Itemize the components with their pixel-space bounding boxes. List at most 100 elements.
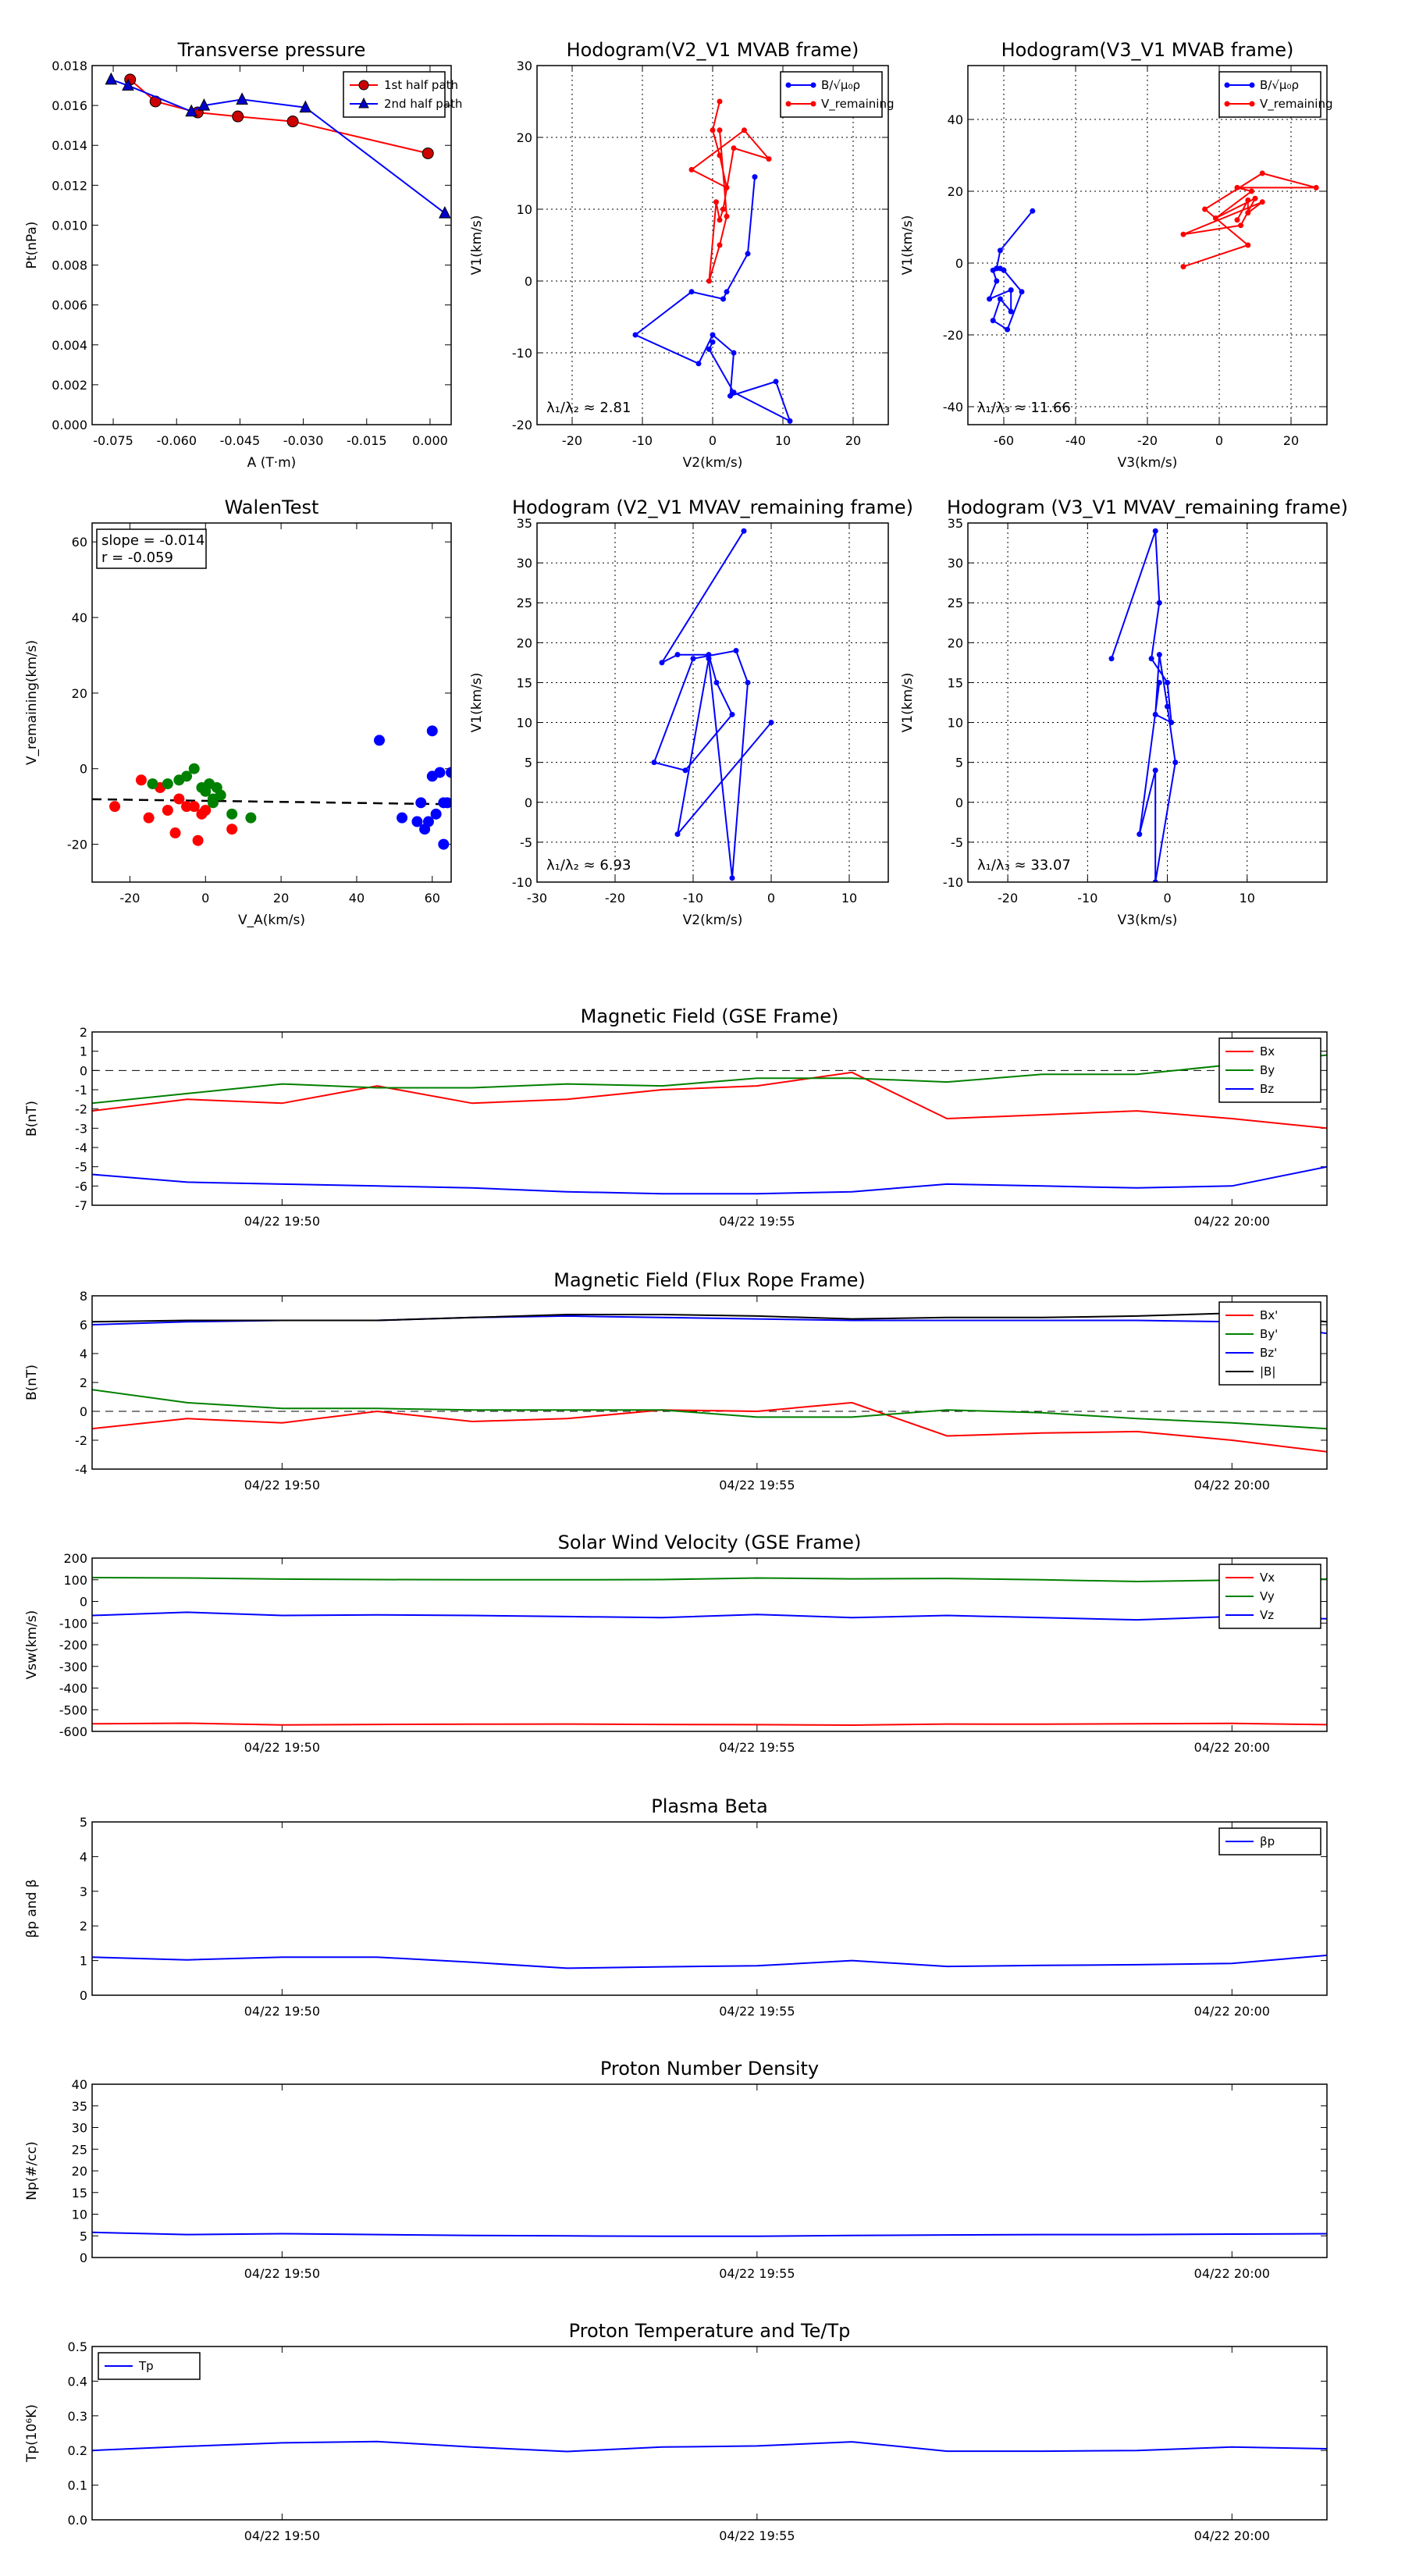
x-tick-label: 04/22 19:50 <box>244 2528 320 2543</box>
data-point <box>1019 289 1025 295</box>
y-tick-label: -4 <box>75 1140 87 1155</box>
y-tick-label: 3 <box>80 1884 87 1899</box>
x-tick-label: 04/22 19:55 <box>719 2004 795 2019</box>
x-tick-label: 10 <box>841 891 857 906</box>
data-point <box>188 763 200 774</box>
x-tick-label: -30 <box>527 891 547 906</box>
data-point <box>1156 600 1162 606</box>
y-tick-label: 0.3 <box>68 2409 87 2424</box>
y-tick-label: -2 <box>75 1433 87 1448</box>
y-tick-label: 30 <box>517 556 532 571</box>
data-point <box>1259 170 1265 176</box>
y-tick-label: 0.5 <box>68 2339 87 2354</box>
data-point <box>752 174 758 180</box>
data-point <box>659 660 665 666</box>
y-tick-label: 0.004 <box>52 338 87 353</box>
y-tick-label: 5 <box>955 756 963 770</box>
y-tick-label: 0 <box>955 256 963 271</box>
legend-marker <box>1249 82 1255 88</box>
data-point <box>1136 831 1143 838</box>
data-point <box>192 834 204 846</box>
plot-frame <box>91 1031 1328 1206</box>
x-tick-label: 04/22 19:50 <box>244 1214 320 1229</box>
data-point <box>105 72 118 85</box>
y-tick-label: -2 <box>75 1102 87 1117</box>
data-point <box>185 104 197 117</box>
x-tick-label: 04/22 20:00 <box>1194 1740 1270 1755</box>
data-point <box>147 778 158 790</box>
legend-box <box>1218 71 1321 118</box>
y-tick-label: 5 <box>80 1815 87 1830</box>
data-point <box>200 805 212 816</box>
y-tick-label: 4 <box>80 1347 87 1361</box>
data-point <box>731 350 737 356</box>
series-line <box>92 1611 1327 1621</box>
series-group <box>92 2231 1327 2237</box>
y-tick-label: -300 <box>59 1660 87 1674</box>
plot-frame <box>967 522 1328 883</box>
chart-mag_gse: 04/22 19:50 04/22 19:55 04/22 20:00 -7 -6 -5 -… <box>24 1005 1328 1229</box>
y-tick-label: 5 <box>525 756 532 770</box>
chart-hodo_v2v1_mvab: -20 -10 0 10 20 -20 -10 0 10 20 30 Hodogram(V2_V1 M… <box>469 39 895 471</box>
data-point <box>731 390 737 396</box>
data-point <box>1180 231 1186 237</box>
x-tick-label: 40 <box>349 891 365 906</box>
chart-sw_velocity: 04/22 19:50 04/22 19:55 04/22 20:00 -600 -50… <box>24 1532 1328 1755</box>
data-point <box>299 100 312 113</box>
y-tick-label: 30 <box>948 556 963 571</box>
y-axis-label: V_remaining(km/s) <box>24 640 40 765</box>
y-tick-label: 10 <box>517 716 532 731</box>
y-tick-label: 20 <box>72 2164 87 2179</box>
data-point <box>997 296 1003 302</box>
plot-frame <box>91 1557 1328 1732</box>
chart-plasma_beta: 04/22 19:50 04/22 19:55 04/22 20:00 0 1 2 3 4 5 P… <box>24 1795 1328 2019</box>
x-tick-label: 0 <box>709 433 717 448</box>
data-point <box>1245 210 1251 216</box>
legend: βp <box>1218 1827 1321 1856</box>
y-tick-label: 0.010 <box>52 218 87 233</box>
data-point <box>990 267 996 273</box>
data-point <box>994 278 1000 284</box>
y-axis-label: V1(km/s) <box>900 673 916 733</box>
y-tick-label: 30 <box>517 59 532 73</box>
legend-marker <box>810 82 816 88</box>
x-tick-label: -20 <box>562 433 582 448</box>
data-point <box>1008 308 1014 315</box>
data-point <box>717 127 723 133</box>
x-tick-label: 04/22 19:50 <box>244 1478 320 1493</box>
x-tick-label: -10 <box>632 433 653 448</box>
data-point <box>1212 215 1218 221</box>
x-tick-label: -40 <box>1065 433 1086 448</box>
x-tick-label: -10 <box>1077 891 1097 906</box>
y-tick-label: 0.006 <box>52 298 87 313</box>
data-point <box>773 379 779 385</box>
annotation-box <box>96 528 207 569</box>
y-tick-label: 20 <box>517 635 532 650</box>
x-tick-label: 20 <box>845 433 861 448</box>
data-point <box>181 770 193 782</box>
y-tick-label: -10 <box>943 875 963 890</box>
series-group <box>92 1312 1327 1453</box>
y-tick-label: -20 <box>512 418 532 432</box>
data-point <box>632 332 638 338</box>
y-tick-label: -500 <box>59 1703 87 1717</box>
data-point <box>109 801 121 813</box>
series-group <box>92 2440 1327 2453</box>
data-point <box>727 393 733 399</box>
y-tick-label: 1 <box>80 1044 87 1059</box>
legend-label: By' <box>1260 1327 1278 1341</box>
x-tick-label: -10 <box>683 891 703 906</box>
y-axis-label: V1(km/s) <box>469 215 485 276</box>
chart-title: Transverse pressure <box>177 39 366 61</box>
y-tick-label: 100 <box>63 1573 87 1588</box>
chart-title: Hodogram(V2_V1 MVAB frame) <box>567 39 859 61</box>
data-point <box>286 116 299 128</box>
data-point <box>135 774 147 786</box>
data-point <box>674 831 681 838</box>
chart-title: Plasma Beta <box>651 1795 767 1817</box>
y-axis-label: Vsw(km/s) <box>24 1610 40 1680</box>
y-tick-label: 35 <box>948 516 963 531</box>
y-tick-label: -100 <box>59 1616 87 1631</box>
plot-frame <box>967 65 1328 425</box>
data-point <box>397 812 408 824</box>
